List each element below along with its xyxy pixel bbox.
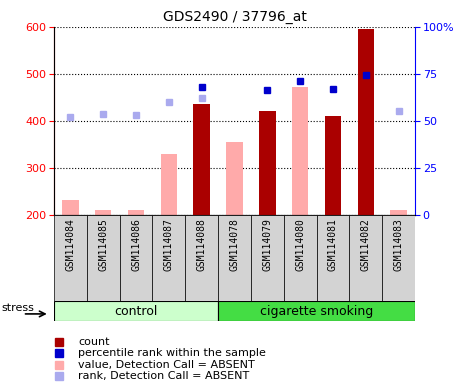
Bar <box>251 215 284 301</box>
Text: GSM114081: GSM114081 <box>328 218 338 270</box>
Text: GSM114084: GSM114084 <box>65 218 76 270</box>
Bar <box>259 111 275 215</box>
Bar <box>193 104 210 215</box>
Bar <box>218 215 251 301</box>
Bar <box>120 215 152 301</box>
Text: value, Detection Call = ABSENT: value, Detection Call = ABSENT <box>78 359 255 369</box>
Bar <box>349 215 382 301</box>
Text: GSM114085: GSM114085 <box>98 218 108 270</box>
Bar <box>160 154 177 215</box>
Bar <box>292 87 308 215</box>
Bar <box>95 210 111 215</box>
Bar <box>382 215 415 301</box>
Text: cigarette smoking: cigarette smoking <box>260 305 373 318</box>
Bar <box>284 215 317 301</box>
Bar <box>54 301 218 321</box>
Bar <box>54 215 87 301</box>
Text: GSM114082: GSM114082 <box>361 218 371 270</box>
Bar <box>62 200 78 215</box>
Bar <box>226 142 242 215</box>
Bar <box>218 301 415 321</box>
Bar <box>390 210 407 215</box>
Bar <box>152 215 185 301</box>
Text: count: count <box>78 336 109 347</box>
Bar <box>128 210 144 215</box>
Text: control: control <box>114 305 158 318</box>
Bar <box>87 215 120 301</box>
Text: GSM114080: GSM114080 <box>295 218 305 270</box>
Text: GSM114086: GSM114086 <box>131 218 141 270</box>
Text: GSM114087: GSM114087 <box>164 218 174 270</box>
Title: GDS2490 / 37796_at: GDS2490 / 37796_at <box>163 10 306 25</box>
Bar <box>185 215 218 301</box>
Text: stress: stress <box>1 303 34 313</box>
Text: GSM114088: GSM114088 <box>197 218 207 270</box>
Text: GSM114079: GSM114079 <box>262 218 272 270</box>
Bar <box>317 215 349 301</box>
Text: rank, Detection Call = ABSENT: rank, Detection Call = ABSENT <box>78 371 249 381</box>
Text: GSM114078: GSM114078 <box>229 218 240 270</box>
Text: percentile rank within the sample: percentile rank within the sample <box>78 348 266 358</box>
Bar <box>357 29 374 215</box>
Text: GSM114083: GSM114083 <box>393 218 404 270</box>
Bar <box>325 116 341 215</box>
